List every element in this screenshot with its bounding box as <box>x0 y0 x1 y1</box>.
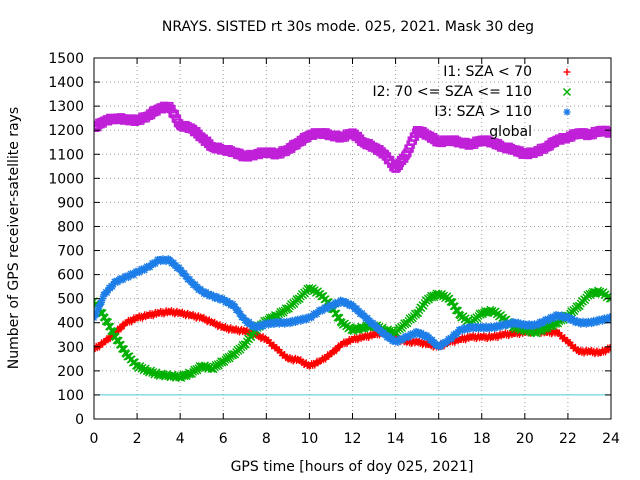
x-tick-label: 14 <box>387 431 405 447</box>
x-tick-label: 6 <box>219 431 228 447</box>
legend-marker <box>563 108 571 116</box>
legend-marker <box>563 68 571 76</box>
y-tick-label: 1400 <box>48 75 84 91</box>
axis-ticks: 0 2 4 6 8 10 12 14 16 18 20 22 240100200300400500600… <box>48 51 620 447</box>
x-tick-label: 16 <box>430 431 448 447</box>
legend-label: I3: SZA > 110 <box>434 104 532 120</box>
y-tick-label: 1100 <box>48 147 84 163</box>
x-tick-label: 24 <box>602 431 620 447</box>
x-tick-label: 8 <box>262 431 271 447</box>
legend-marker <box>563 88 571 96</box>
data-point <box>607 314 611 322</box>
y-axis-label: Number of GPS receiver-satellite rays <box>6 107 22 369</box>
x-tick-label: 20 <box>516 431 534 447</box>
y-tick-label: 600 <box>57 268 84 284</box>
data-point <box>607 294 611 303</box>
y-tick-label: 1200 <box>48 123 84 139</box>
x-tick-label: 0 <box>90 431 99 447</box>
legend-label: global <box>489 124 532 140</box>
x-tick-label: 18 <box>473 431 491 447</box>
y-tick-label: 400 <box>57 316 84 332</box>
x-tick-label: 12 <box>344 431 362 447</box>
x-tick-label: 22 <box>559 431 577 447</box>
y-tick-label: 900 <box>57 195 84 211</box>
chart-title: NRAYS. SISTED rt 30s mode. 025, 2021. Ma… <box>162 19 534 35</box>
series-global-points <box>94 101 611 173</box>
series-i3-points <box>94 255 611 351</box>
y-tick-label: 300 <box>57 340 84 356</box>
legend: I1: SZA < 70 I2: 70 <= SZA <= 110 I3: SZA … <box>372 64 571 140</box>
legend-label: I1: SZA < 70 <box>443 64 532 80</box>
y-tick-label: 800 <box>57 219 84 235</box>
data-point <box>606 128 611 137</box>
y-tick-label: 1500 <box>48 51 84 67</box>
data-point <box>607 344 611 352</box>
y-tick-label: 1000 <box>48 171 84 187</box>
data-points <box>94 101 611 382</box>
y-tick-label: 500 <box>57 292 84 308</box>
y-tick-label: 0 <box>75 412 84 428</box>
legend-label: I2: 70 <= SZA <= 110 <box>372 84 532 100</box>
y-tick-label: 200 <box>57 364 84 380</box>
x-axis-label: GPS time [hours of doy 025, 2021] <box>231 459 474 475</box>
y-tick-label: 1300 <box>48 99 84 115</box>
x-tick-label: 2 <box>133 431 142 447</box>
series-i1-points <box>94 307 611 370</box>
y-tick-label: 100 <box>57 388 84 404</box>
x-tick-label: 10 <box>301 431 319 447</box>
y-tick-label: 700 <box>57 244 84 260</box>
x-tick-label: 4 <box>176 431 185 447</box>
